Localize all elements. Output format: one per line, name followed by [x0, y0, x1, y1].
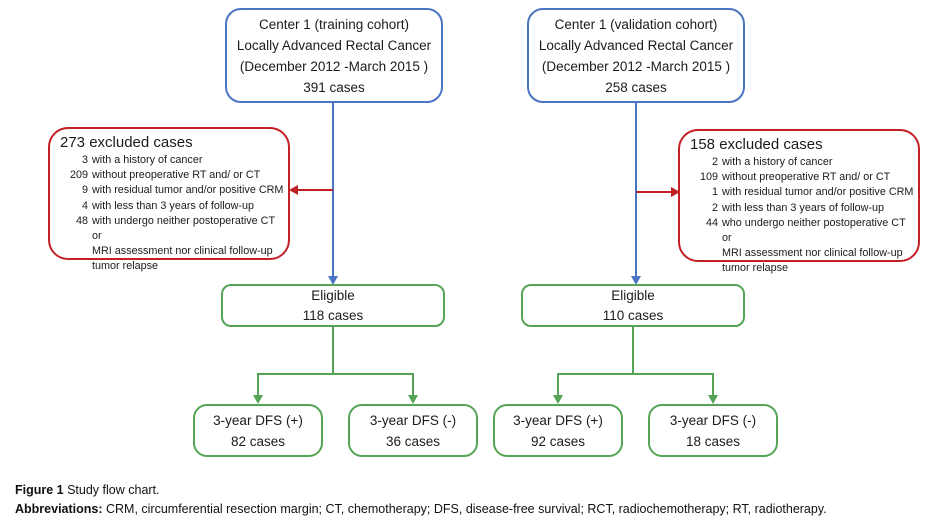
cohort-line: Center 1 (validation cohort) [554, 16, 718, 32]
arrow-down-icon [253, 395, 263, 404]
training-dfs-positive-box: 3-year DFS (+) 82 cases [193, 404, 323, 457]
cohort-line: 258 cases [605, 79, 667, 95]
training-excluded-box: 273 excluded cases 3 with a history of c… [48, 127, 290, 272]
arrow-down-icon [708, 395, 718, 404]
cohort-line: (December 2012 -March 2015 ) [239, 58, 429, 74]
excluded-item: 4 with less than 3 years of follow-up [81, 199, 255, 212]
cohort-line: (December 2012 -March 2015 ) [541, 58, 731, 74]
validation-dfs-positive-box: 3-year DFS (+) 92 cases [493, 404, 623, 457]
validation-dfs-negative-box: 3-year DFS (-) 18 cases [648, 404, 778, 457]
connector-training [253, 103, 418, 404]
validation-cohort-box: Center 1 (validation cohort) Locally Adv… [527, 8, 745, 103]
excluded-item: 1 with residual tumor and/or positive CR… [711, 186, 914, 199]
validation-eligible-box: Eligible 110 cases [521, 284, 745, 327]
abbreviations-line: Abbreviations: CRM, circumferential rese… [15, 502, 827, 516]
cohort-line: Locally Advanced Rectal Cancer [236, 37, 432, 53]
excluded-item: 48 with undergo neither postoperative CT… [75, 214, 275, 243]
figure-label: Figure 1 [15, 483, 64, 497]
excluded-item: 209 without preoperative RT and/ or CT [69, 169, 261, 182]
excluded-item: 3 with a history of cancer [81, 154, 203, 166]
excluded-title: 158 excluded cases [690, 136, 823, 153]
arrow-down-icon [631, 276, 641, 285]
connector-validation [553, 103, 718, 404]
caption-line: Figure 1 Study flow chart. [15, 483, 160, 497]
arrow-down-icon [328, 276, 338, 285]
training-eligible-box: Eligible 118 cases [221, 284, 445, 327]
excluded-item: 2 with a history of cancer [711, 156, 833, 168]
cohort-line: 391 cases [303, 79, 365, 95]
excluded-item: 44 who undergo neither postoperative CT … [705, 216, 906, 245]
validation-excluded-box: 158 excluded cases 2 with a history of c… [678, 129, 920, 274]
arrow-right-icon [671, 187, 680, 197]
training-dfs-negative-box: 3-year DFS (-) 36 cases [348, 404, 478, 457]
arrow-left-icon [289, 185, 298, 195]
arrow-down-icon [553, 395, 563, 404]
excluded-item-continuation: MRI assessment nor clinical follow-up [722, 247, 903, 260]
cohort-line: Center 1 (training cohort) [258, 16, 410, 32]
training-cohort-box: Center 1 (training cohort) Locally Advan… [225, 8, 443, 103]
figure-caption: Figure 1 Study flow chart. Abbreviations… [15, 481, 915, 519]
excluded-item-continuation: MRI assessment nor clinical follow-up [92, 245, 273, 258]
cohort-line: Locally Advanced Rectal Cancer [538, 37, 734, 53]
excluded-item: 109 without preoperative RT and/ or CT [699, 171, 891, 184]
excluded-item-continuation: tumor relapse [92, 260, 159, 273]
arrow-down-icon [408, 395, 418, 404]
abbreviations-label: Abbreviations: [15, 502, 103, 516]
excluded-item: 2 with less than 3 years of follow-up [711, 201, 885, 214]
excluded-item: 9 with residual tumor and/or positive CR… [81, 184, 284, 197]
excluded-title: 273 excluded cases [60, 134, 193, 151]
excluded-item-continuation: tumor relapse [722, 262, 789, 275]
